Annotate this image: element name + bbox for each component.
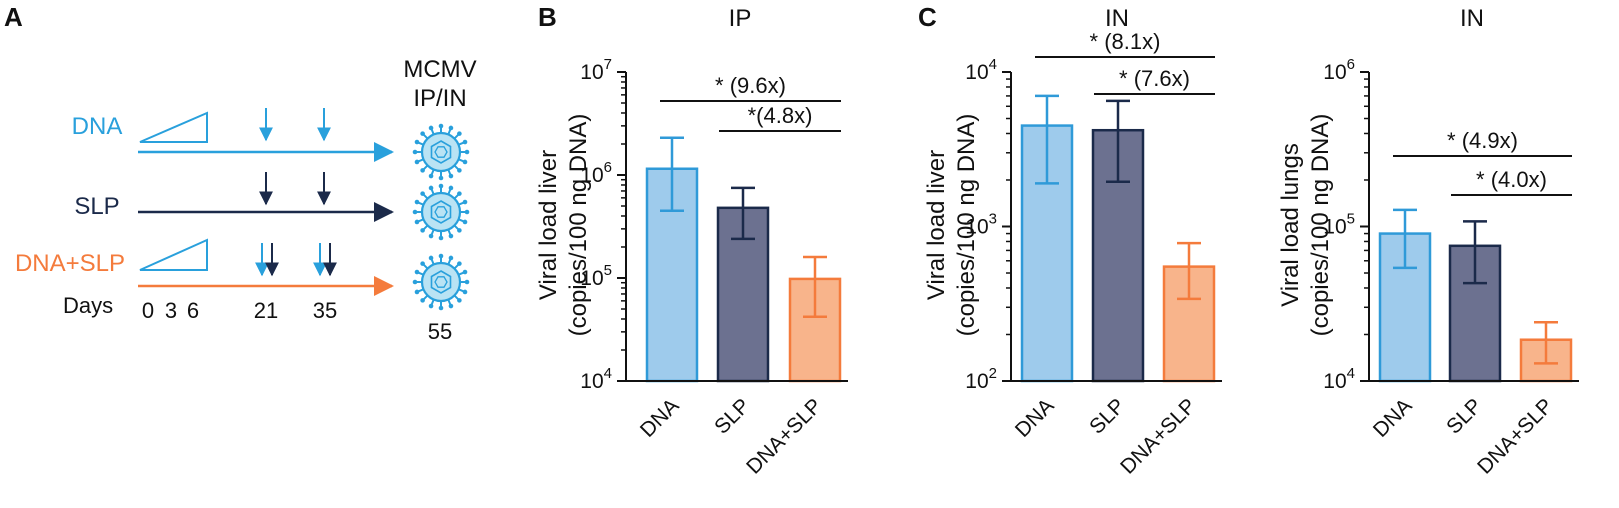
y-tick-label: 102: [965, 365, 997, 393]
challenge-label-line2: IP/IN: [413, 85, 466, 112]
panel-label-b: B: [538, 2, 557, 32]
virus-icon: [412, 123, 470, 181]
y-tick-label: 104: [965, 56, 997, 84]
x-tick-label: SLP: [1085, 394, 1129, 438]
y-axis-label: Viral load liver (copies/100 ng DNA): [923, 114, 980, 337]
y-tick-label: 103: [965, 211, 997, 239]
significance-label: * (7.6x): [1119, 66, 1190, 91]
x-tick-label: DNA+SLP: [1116, 394, 1200, 478]
group-label-dna-slp: DNA+SLP: [15, 250, 125, 277]
y-tick-label: 105: [580, 262, 612, 290]
panel-label-c: C: [918, 2, 937, 32]
panel-label-a: A: [4, 2, 23, 32]
chart-title: IN: [1460, 5, 1484, 32]
chart-2: IN Viral load liver (copies/100 ng DNA) DNA…: [923, 5, 1222, 479]
day-3: 3: [165, 298, 177, 323]
x-tick-label: SLP: [1442, 394, 1486, 438]
x-tick-label: DNA+SLP: [742, 394, 826, 478]
chart-title: IN: [1105, 5, 1129, 32]
x-tick-label: DNA: [1011, 394, 1059, 442]
chart-3: IN Viral load lungs (copies/100 ng DNA) DNA…: [1277, 5, 1579, 479]
group-label-slp: SLP: [74, 193, 119, 220]
dose-escalation-triangle-dna-slp: [139, 238, 208, 271]
y-axis-label: Viral load lungs (copies/100 ng DNA): [1277, 114, 1334, 337]
day-55: 55: [428, 319, 452, 344]
challenge-label-line1: MCMV: [403, 56, 476, 83]
y-tick-label: 104: [580, 365, 612, 393]
day-6: 6: [187, 298, 199, 323]
y-tick-label: 105: [1323, 211, 1355, 239]
group-label-dna: DNA: [72, 113, 123, 140]
y-tick-label: 106: [1323, 56, 1355, 84]
y-tick-label: 106: [580, 159, 612, 187]
y-tick-label: 104: [1323, 365, 1355, 393]
day-35: 35: [313, 298, 337, 323]
x-tick-label: DNA+SLP: [1473, 394, 1557, 478]
chart-1: IP Viral load liver (copies/100 ng DNA) DNA…: [535, 5, 848, 479]
y-axis-label: Viral load liver (copies/100 ng DNA): [535, 114, 592, 337]
virus-icon: [412, 253, 470, 311]
day-0: 0: [142, 298, 154, 323]
dose-escalation-triangle-dna: [139, 111, 208, 143]
virus-icon: [412, 183, 470, 241]
significance-label: * (9.6x): [715, 73, 786, 98]
x-tick-label: DNA: [1369, 394, 1417, 442]
significance-label: *(4.8x): [748, 103, 813, 128]
significance-label: * (4.9x): [1447, 128, 1518, 153]
chart-title: IP: [729, 5, 752, 32]
days-label: Days: [63, 293, 113, 318]
day-21: 21: [254, 298, 278, 323]
x-tick-label: DNA: [636, 394, 684, 442]
x-tick-label: SLP: [710, 394, 754, 438]
significance-label: * (4.0x): [1476, 167, 1547, 192]
y-tick-label: 107: [580, 56, 612, 84]
significance-label: * (8.1x): [1090, 29, 1161, 54]
